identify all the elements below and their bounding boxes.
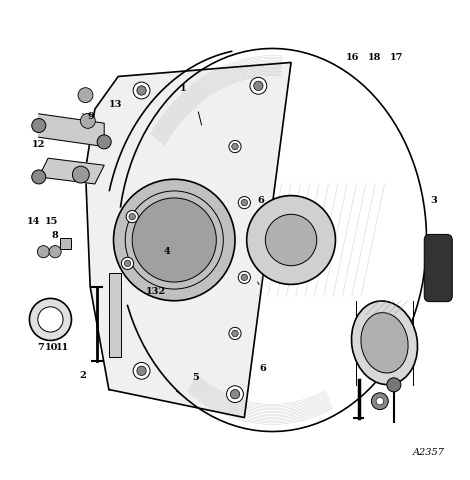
FancyBboxPatch shape (109, 273, 120, 357)
Circle shape (78, 88, 93, 103)
Circle shape (227, 386, 243, 403)
Text: 16: 16 (346, 53, 360, 62)
Text: 1: 1 (180, 84, 187, 93)
Circle shape (38, 307, 63, 332)
Circle shape (129, 214, 135, 220)
Text: 8: 8 (52, 231, 58, 240)
Text: 15: 15 (45, 217, 59, 226)
Ellipse shape (352, 301, 417, 384)
Circle shape (387, 378, 401, 392)
Circle shape (241, 274, 248, 281)
Circle shape (121, 257, 133, 269)
Text: 3: 3 (430, 196, 437, 205)
Circle shape (232, 330, 238, 336)
Polygon shape (39, 158, 104, 184)
Polygon shape (86, 62, 291, 418)
Text: 11: 11 (55, 343, 69, 352)
Circle shape (133, 362, 150, 379)
Text: 12: 12 (32, 140, 46, 149)
Circle shape (72, 166, 89, 183)
Circle shape (254, 81, 263, 91)
Ellipse shape (361, 312, 408, 373)
Text: A2357: A2357 (413, 448, 445, 457)
Circle shape (97, 135, 111, 149)
FancyBboxPatch shape (60, 238, 71, 249)
Circle shape (126, 211, 138, 223)
Circle shape (266, 214, 317, 266)
Polygon shape (39, 114, 104, 146)
Text: 132: 132 (146, 287, 165, 296)
Circle shape (232, 144, 238, 150)
Circle shape (30, 299, 71, 340)
Circle shape (376, 397, 384, 405)
Text: 4: 4 (164, 247, 171, 256)
Text: 18: 18 (368, 53, 381, 62)
Circle shape (238, 271, 251, 284)
Circle shape (241, 199, 248, 206)
Circle shape (114, 179, 235, 301)
Text: 14: 14 (26, 217, 40, 226)
Text: 10: 10 (45, 343, 59, 352)
Text: 6: 6 (257, 196, 264, 205)
Text: 7: 7 (38, 343, 45, 352)
Circle shape (80, 113, 95, 128)
Circle shape (250, 77, 267, 94)
Text: 6: 6 (259, 364, 266, 373)
Circle shape (133, 82, 150, 99)
Circle shape (247, 196, 336, 284)
Circle shape (49, 246, 61, 258)
Text: 17: 17 (390, 53, 403, 62)
Circle shape (229, 327, 241, 339)
FancyBboxPatch shape (424, 234, 452, 301)
Circle shape (32, 170, 46, 184)
Circle shape (371, 393, 388, 409)
Circle shape (230, 389, 240, 399)
Circle shape (124, 260, 131, 266)
Circle shape (37, 246, 49, 258)
Text: 5: 5 (192, 373, 199, 383)
Circle shape (32, 119, 46, 132)
Text: 9: 9 (88, 112, 94, 120)
Circle shape (137, 366, 146, 375)
Circle shape (238, 196, 251, 209)
Text: 2: 2 (80, 371, 86, 380)
Circle shape (229, 141, 241, 153)
Circle shape (137, 86, 146, 95)
Circle shape (132, 198, 216, 282)
Text: 13: 13 (109, 100, 123, 109)
